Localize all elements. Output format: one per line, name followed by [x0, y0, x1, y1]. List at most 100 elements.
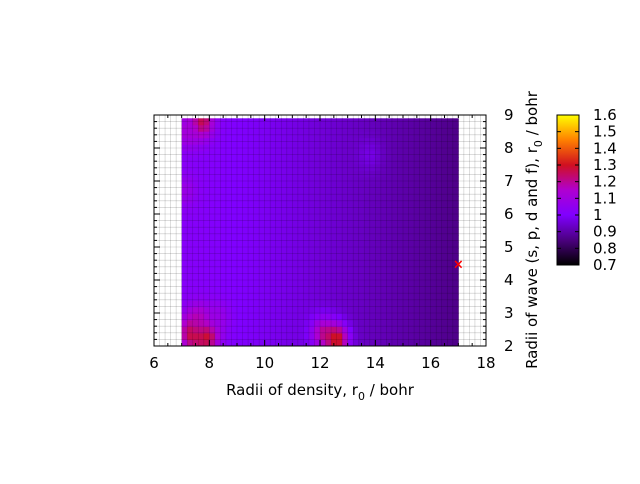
heatmap-cell — [209, 274, 216, 282]
heatmap-cell — [237, 215, 243, 223]
heatmap-cell — [430, 241, 437, 249]
heatmap-cell — [209, 209, 216, 217]
heatmap-cell — [192, 124, 199, 132]
heatmap-cell — [297, 170, 304, 178]
heatmap-cell — [225, 222, 232, 230]
heatmap-cell — [320, 189, 326, 197]
heatmap-cell — [425, 118, 432, 126]
heatmap-cell — [375, 176, 382, 184]
heatmap-cell — [248, 163, 254, 171]
heatmap-cell — [414, 326, 420, 334]
heatmap-cell — [441, 137, 448, 145]
heatmap-cell — [331, 163, 337, 171]
heatmap-cell — [436, 163, 443, 171]
heatmap-cell — [303, 137, 310, 145]
heatmap-cell — [275, 209, 282, 217]
heatmap-cell — [181, 339, 188, 347]
heatmap-cell — [220, 287, 227, 295]
heatmap-cell — [375, 222, 382, 230]
heatmap-cell — [203, 254, 210, 262]
heatmap-cell — [336, 287, 343, 295]
heatmap-cell — [397, 137, 404, 145]
heatmap-cell — [353, 170, 360, 178]
heatmap-cell — [292, 150, 299, 158]
heatmap-cell — [447, 189, 454, 197]
heatmap-cell — [237, 144, 243, 152]
heatmap-cell — [375, 163, 382, 171]
heatmap-cell — [225, 332, 232, 340]
heatmap-cell — [231, 215, 238, 223]
heatmap-cell — [369, 124, 376, 132]
heatmap-cell — [441, 202, 448, 210]
heatmap-cell — [391, 209, 398, 217]
heatmap-cell — [391, 293, 398, 301]
heatmap-cell — [214, 319, 221, 327]
heatmap-cell — [353, 209, 360, 217]
heatmap-cell — [292, 280, 299, 288]
heatmap-cell — [308, 209, 315, 217]
heatmap-cell — [447, 332, 454, 340]
heatmap-cell — [220, 222, 227, 230]
heatmap-cell — [403, 306, 409, 314]
colorbar-label: 1.6 — [593, 106, 617, 124]
heatmap-cell — [325, 235, 332, 243]
heatmap-cell — [425, 235, 432, 243]
heatmap-cell — [297, 274, 304, 282]
heatmap-cell — [386, 202, 393, 210]
heatmap-cell — [225, 293, 232, 301]
heatmap-cell — [369, 254, 376, 262]
heatmap-cell — [286, 280, 293, 288]
heatmap-cell — [425, 267, 432, 275]
heatmap-cell — [187, 222, 194, 230]
heatmap-cell — [408, 209, 415, 217]
heatmap-cell — [353, 144, 360, 152]
heatmap-cell — [270, 124, 277, 132]
heatmap-cell — [187, 157, 194, 165]
heatmap-cell — [342, 209, 349, 217]
heatmap-cell — [397, 170, 404, 178]
heatmap-cell — [369, 293, 376, 301]
heatmap-cell — [308, 150, 315, 158]
heatmap-cell — [408, 118, 415, 126]
colorbar-label: 0.9 — [593, 223, 617, 241]
heatmap-cell — [364, 157, 371, 165]
heatmap-cell — [192, 261, 199, 269]
heatmap-cell — [297, 215, 304, 223]
heatmap-cell — [242, 241, 249, 249]
heatmap-cell — [225, 319, 232, 327]
heatmap-cell — [403, 176, 409, 184]
heatmap-cell — [425, 222, 432, 230]
heatmap-cell — [391, 118, 398, 126]
heatmap-cell — [331, 280, 337, 288]
heatmap-cell — [430, 326, 437, 334]
heatmap-cell — [259, 261, 266, 269]
heatmap-cell — [408, 163, 415, 171]
heatmap-cell — [436, 170, 443, 178]
heatmap-cell — [248, 222, 254, 230]
heatmap-cell — [308, 319, 315, 327]
heatmap-cell — [303, 319, 310, 327]
heatmap-cell — [386, 254, 393, 262]
heatmap-cell — [369, 274, 376, 282]
heatmap-cell — [286, 300, 293, 308]
heatmap-cell — [181, 189, 188, 197]
y-tick-label: 3 — [504, 304, 514, 322]
heatmap-cell — [292, 267, 299, 275]
heatmap-cell — [203, 157, 210, 165]
heatmap-cell — [364, 254, 371, 262]
heatmap-cell — [231, 157, 238, 165]
heatmap-cell — [275, 189, 282, 197]
heatmap-cell — [303, 124, 310, 132]
heatmap-cell — [292, 261, 299, 269]
heatmap-cell — [286, 339, 293, 347]
heatmap-cell — [380, 326, 387, 334]
heatmap-cell — [259, 235, 266, 243]
heatmap-cell — [203, 222, 210, 230]
heatmap-cell — [225, 300, 232, 308]
heatmap-cell — [297, 332, 304, 340]
heatmap-cell — [353, 267, 360, 275]
heatmap-cell — [259, 170, 266, 178]
heatmap-cell — [308, 124, 315, 132]
heatmap-cell — [187, 235, 194, 243]
heatmap-cell — [436, 306, 443, 314]
